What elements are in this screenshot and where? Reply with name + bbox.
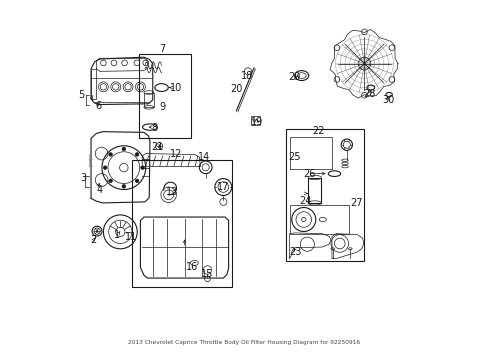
Bar xyxy=(290,137,331,170)
Circle shape xyxy=(135,153,139,156)
Text: 29: 29 xyxy=(288,72,300,82)
Bar xyxy=(285,129,364,261)
Text: 12: 12 xyxy=(169,149,182,159)
Bar xyxy=(143,93,154,107)
Text: 17: 17 xyxy=(217,182,229,192)
Text: 20: 20 xyxy=(230,84,243,94)
Bar xyxy=(132,159,231,287)
Bar xyxy=(139,54,190,138)
Circle shape xyxy=(103,166,107,170)
Text: 9: 9 xyxy=(159,102,165,112)
Text: 21: 21 xyxy=(151,142,163,152)
Text: 25: 25 xyxy=(288,152,301,162)
Text: 28: 28 xyxy=(363,89,375,99)
Text: 15: 15 xyxy=(201,269,213,279)
Text: 4: 4 xyxy=(96,185,102,195)
Text: 22: 22 xyxy=(312,126,324,136)
Text: 2: 2 xyxy=(90,235,97,245)
Text: 16: 16 xyxy=(186,262,198,273)
Text: 1: 1 xyxy=(114,230,121,240)
Text: 18: 18 xyxy=(240,71,252,81)
Text: 24: 24 xyxy=(298,196,311,206)
Text: 13: 13 xyxy=(166,187,178,197)
Text: 23: 23 xyxy=(289,247,301,257)
Text: 5: 5 xyxy=(78,90,84,100)
Circle shape xyxy=(135,179,139,183)
Text: 27: 27 xyxy=(350,198,362,208)
Bar xyxy=(289,205,348,234)
Circle shape xyxy=(109,153,112,156)
Polygon shape xyxy=(329,30,397,98)
Text: 26: 26 xyxy=(303,169,315,179)
Circle shape xyxy=(122,147,125,151)
Text: 6: 6 xyxy=(96,101,102,111)
Circle shape xyxy=(122,185,125,188)
Text: 11: 11 xyxy=(124,232,137,242)
Text: 7: 7 xyxy=(159,45,165,54)
Circle shape xyxy=(109,179,112,183)
Text: 10: 10 xyxy=(169,82,182,93)
Text: 8: 8 xyxy=(151,123,157,133)
Bar xyxy=(250,116,260,125)
Text: 19: 19 xyxy=(250,117,263,127)
Bar xyxy=(307,177,321,203)
Text: 2013 Chevrolet Caprice Throttle Body Oil Filter Housing Diagram for 92250916: 2013 Chevrolet Caprice Throttle Body Oil… xyxy=(128,340,360,345)
Text: 3: 3 xyxy=(80,173,86,183)
Text: 30: 30 xyxy=(381,95,393,104)
Circle shape xyxy=(141,166,144,170)
Text: 14: 14 xyxy=(198,152,210,162)
